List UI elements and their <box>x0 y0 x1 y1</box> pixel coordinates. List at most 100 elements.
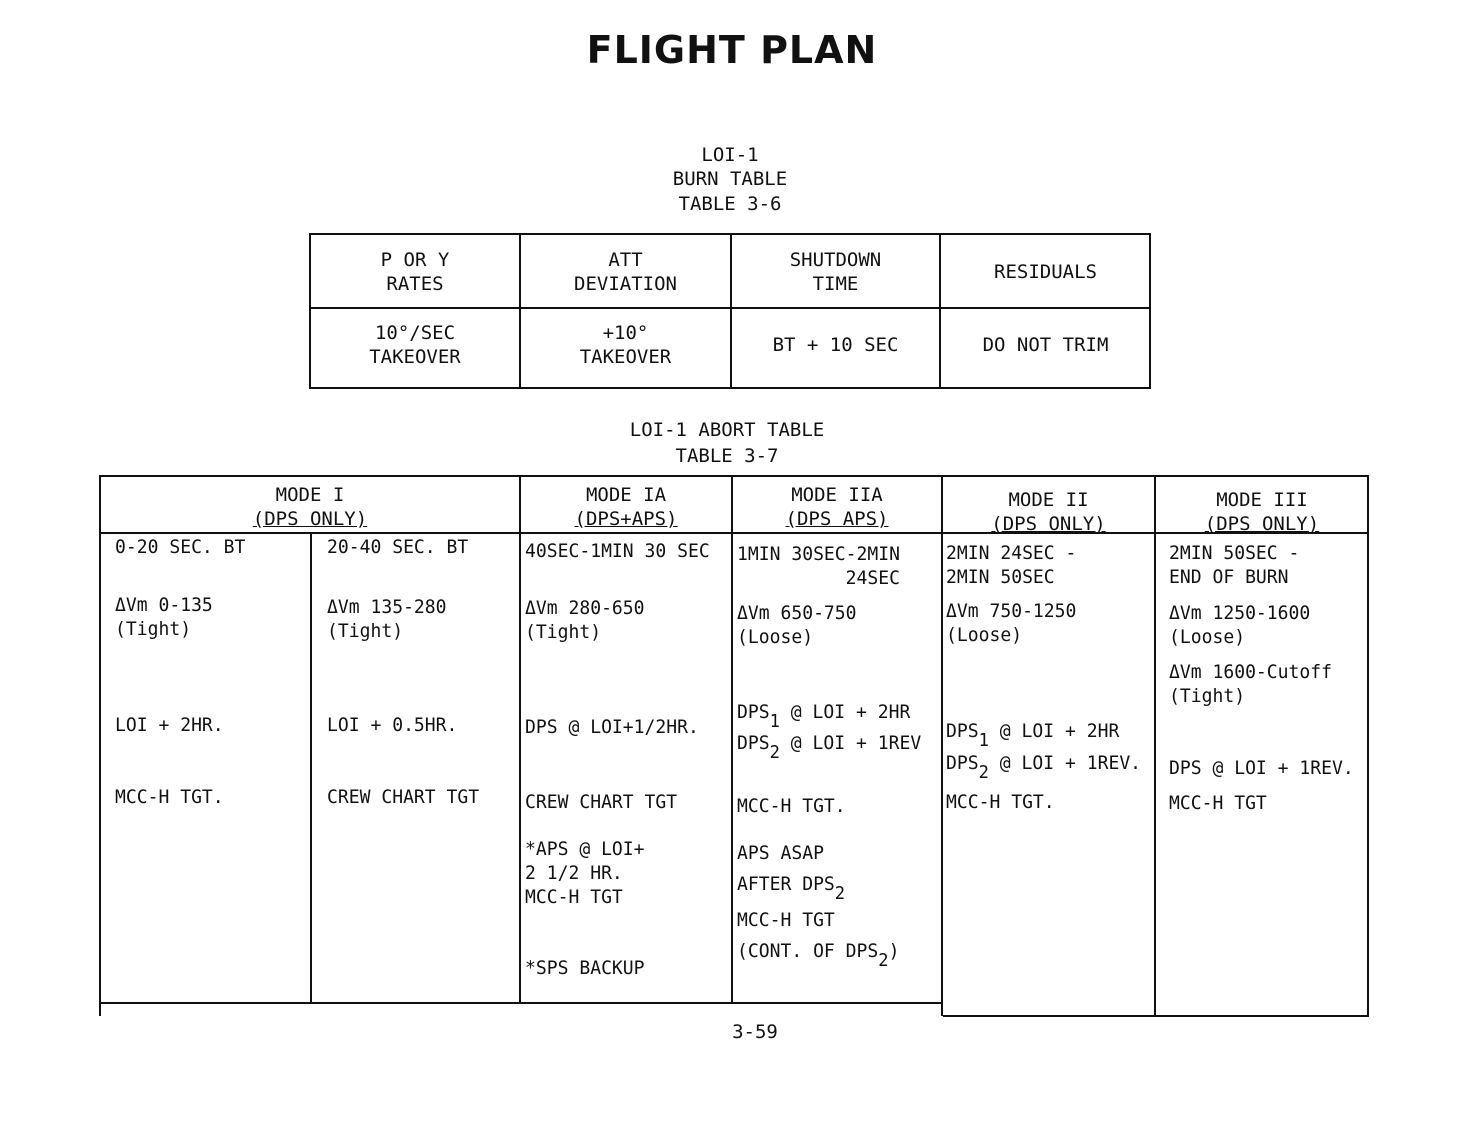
abort-table-caption-2: TABLE 3-7 <box>675 445 779 467</box>
entry-line: (Loose) <box>737 625 857 649</box>
mode-header: MODE III (DPS ONLY) <box>1156 488 1368 536</box>
abort-table-entry: MCC-H TGT. <box>946 790 1055 814</box>
abort-table-entry: LOI + 2HR. <box>115 713 224 737</box>
entry-line: (Loose) <box>1169 625 1310 649</box>
entry-line: MCC-H TGT. <box>115 785 224 809</box>
entry-text: 40SEC-1MIN 30 SEC <box>525 540 710 562</box>
entry-line: (Loose) <box>946 623 1076 647</box>
subscript: 2 <box>834 883 846 904</box>
entry-line: 20-40 SEC. BT <box>327 535 468 559</box>
abort-table-entry: 2MIN 50SEC - END OF BURN <box>1169 541 1299 589</box>
entry-line: MCC-H TGT <box>737 905 899 936</box>
burn-table-divider <box>519 233 521 389</box>
entry-text: *APS @ LOI+ <box>525 838 645 860</box>
mode-engines: (DPS ONLY) <box>991 513 1106 535</box>
burn-table-value-cell: +10° TAKEOVER <box>521 310 730 380</box>
mode-engines: (DPS+APS) <box>574 508 678 530</box>
abort-table-entry: ΔVm 0-135 (Tight) <box>115 593 213 641</box>
entry-line: DPS1 @ LOI + 2HR <box>737 697 921 731</box>
header-line: RATES <box>386 273 444 295</box>
abort-table-entry: LOI + 0.5HR. <box>327 713 457 737</box>
mode-name: MODE II <box>1008 489 1089 511</box>
entry-text: DPS @ LOI+1/2HR. <box>525 716 699 738</box>
entry-line: DPS @ LOI + 1REV. <box>1169 756 1354 780</box>
entry-text: ΔVm 0-135 <box>115 594 213 616</box>
entry-line: ΔVm 0-135 <box>115 593 213 617</box>
abort-table-bottom <box>99 1002 943 1004</box>
abort-table-entry: CREW CHART TGT <box>525 790 677 814</box>
header-line: P OR Y <box>380 249 450 271</box>
entry-text: (CONT. OF DPS <box>737 940 879 962</box>
header-line: TIME <box>812 273 859 295</box>
abort-table-entry: ΔVm 750-1250 (Loose) <box>946 599 1076 647</box>
abort-table-entry: MCC-H TGT. <box>737 791 846 822</box>
abort-table-entry: DPS2 @ LOI + 1REV. <box>946 751 1141 782</box>
entry-text: LOI + 0.5HR. <box>327 714 458 736</box>
entry-text: DPS <box>946 720 979 742</box>
burn-table-caption-3: TABLE 3-6 <box>678 193 782 215</box>
mode-engines: (DPS ONLY) <box>1204 513 1320 535</box>
entry-line: DPS @ LOI+1/2HR. <box>525 715 699 739</box>
entry-text: ΔVm 650-750 <box>737 602 857 624</box>
value-line: TAKEOVER <box>579 346 672 368</box>
abort-table-entry: DPS1 @ LOI + 2HR DPS2 @ LOI + 1REV <box>737 697 921 762</box>
entry-line: 2MIN 50SEC - <box>1169 541 1299 565</box>
entry-line: MCC-H TGT. <box>946 790 1055 814</box>
entry-line: DPS2 @ LOI + 1REV <box>737 728 921 762</box>
entry-line: AFTER DPS2 <box>737 869 845 903</box>
burn-table-value-cell: BT + 10 SEC <box>732 310 939 380</box>
abort-table-entry: MCC-H TGT <box>1169 791 1267 815</box>
abort-table-entry: *APS @ LOI+ 2 1/2 HR. MCC-H TGT <box>525 837 645 909</box>
entry-line: *SPS BACKUP <box>525 956 645 980</box>
entry-text: ΔVm 280-650 <box>525 597 645 619</box>
page-title: FLIGHT PLAN <box>586 28 878 72</box>
entry-text: MCC-H TGT. <box>115 786 224 808</box>
abort-table-border <box>99 475 1369 1016</box>
entry-line: (Tight) <box>525 620 645 644</box>
entry-text: DPS @ LOI + 1REV. <box>1169 757 1354 779</box>
abort-table-entry: CREW CHART TGT <box>327 785 479 809</box>
entry-line: ΔVm 1250-1600 <box>1169 601 1310 625</box>
entry-text: MCC-H TGT <box>1169 792 1267 814</box>
value-line: BT + 10 SEC <box>772 334 899 356</box>
mode-engines: (DPS APS) <box>785 508 889 530</box>
entry-line: LOI + 2HR. <box>115 713 224 737</box>
value-line: 10°/SEC <box>374 322 456 344</box>
entry-line: 24SEC <box>737 566 900 590</box>
entry-text: DPS <box>946 752 979 774</box>
abort-table-entry: ΔVm 1250-1600 (Loose) <box>1169 601 1310 649</box>
burn-table-value-cell: 10°/SEC TAKEOVER <box>311 310 519 380</box>
burn-table-header-cell: P OR Y RATES <box>311 236 519 308</box>
entry-text: 2 1/2 HR. <box>525 862 623 884</box>
abort-table-entry: DPS @ LOI + 1REV. <box>1169 756 1354 780</box>
abort-table-entry: 20-40 SEC. BT <box>327 535 468 559</box>
burn-table-divider <box>939 233 941 389</box>
abort-table-entry: MCC-H TGT. <box>115 785 224 809</box>
entry-line: MCC-H TGT <box>1169 791 1267 815</box>
abort-table-entry: *SPS BACKUP <box>525 956 645 980</box>
mode-header: MODE I (DPS ONLY) <box>101 483 519 531</box>
abort-table-entry: ΔVm 135-280 (Tight) <box>327 595 447 643</box>
abort-table-divider <box>310 533 312 1003</box>
abort-table-entry: ΔVm 650-750 (Loose) <box>737 601 857 649</box>
entry-line: (Tight) <box>327 619 447 643</box>
entry-text: ΔVm 1250-1600 <box>1169 602 1311 624</box>
entry-line: DPS2 @ LOI + 1REV. <box>946 751 1141 782</box>
entry-text: MCC-H TGT <box>525 886 623 908</box>
entry-text: 1MIN 30SEC-2MIN <box>737 543 901 565</box>
subscript: 2 <box>978 762 989 783</box>
abort-table-entry: DPS1 @ LOI + 2HR <box>946 719 1120 750</box>
entry-text: *SPS BACKUP <box>525 957 645 979</box>
entry-text: 2MIN 24SEC - <box>946 542 1077 564</box>
entry-line: END OF BURN <box>1169 565 1299 589</box>
mode-name: MODE IIA <box>791 484 883 506</box>
mode-name: MODE I <box>275 484 345 506</box>
value-line: TAKEOVER <box>369 346 461 368</box>
entry-text: CREW CHART TGT <box>327 786 480 808</box>
entry-line: (Tight) <box>115 617 213 641</box>
entry-line: LOI + 0.5HR. <box>327 713 457 737</box>
entry-text: (Tight) <box>115 618 192 640</box>
entry-text: @ LOI + 2HR <box>988 720 1120 742</box>
entry-text: MCC-H TGT <box>737 909 835 931</box>
